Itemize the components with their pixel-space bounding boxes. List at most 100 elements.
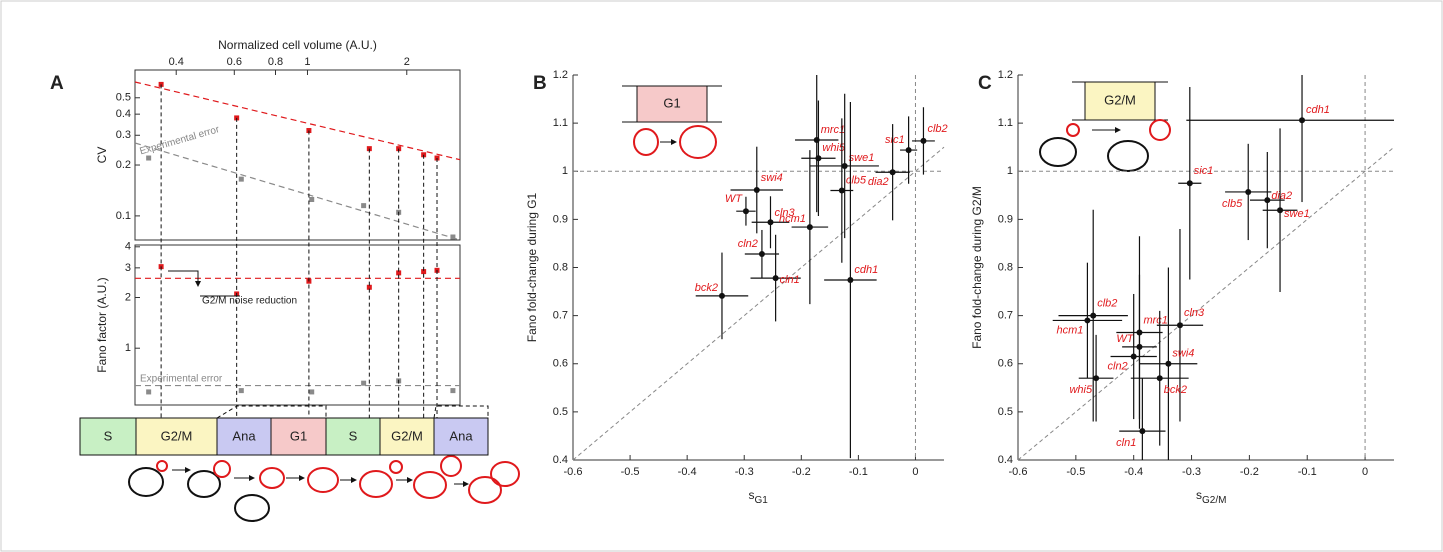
y-tick-label: 1: [125, 342, 131, 354]
inset-g2m: [1039, 81, 1171, 172]
point-label: clb5: [846, 174, 867, 186]
point-label: swi4: [761, 172, 783, 184]
data-point: [1156, 375, 1163, 382]
x-tick-label: -0.1: [1298, 466, 1317, 478]
y-tick-label: 0.1: [116, 210, 131, 222]
y-tick-label: 0.3: [116, 129, 131, 141]
point-label: dia2: [1271, 190, 1292, 202]
y-tick-label: 0.5: [998, 406, 1013, 418]
y-tick-label: 0.9: [553, 213, 568, 225]
data-point: [1277, 207, 1284, 214]
data-point: [366, 284, 372, 290]
x-tick-label: 1: [304, 56, 310, 68]
x-axis-label: sG1: [749, 488, 769, 505]
x-tick-label: -0.6: [1009, 466, 1028, 478]
data-point: [1084, 317, 1091, 324]
point-label: mrc1: [1143, 314, 1167, 326]
data-point: [450, 234, 456, 240]
data-point: [841, 162, 848, 169]
y-tick-label: 4: [125, 241, 131, 253]
inset-label: G1: [663, 95, 680, 110]
panel-letter: B: [533, 73, 547, 94]
y-tick-label: 1: [562, 165, 568, 177]
x-tick-label: 0: [912, 466, 918, 478]
panel-letter: C: [978, 73, 992, 94]
phase-label: G2/M: [391, 428, 423, 443]
fit-line: [134, 81, 461, 161]
plot-frame: [134, 69, 461, 241]
point-label: bck2: [695, 282, 718, 294]
y-tick-label: 0.4: [116, 108, 131, 120]
point-label: clb5: [1222, 198, 1243, 210]
y-tick-label: 0.6: [553, 358, 568, 370]
data-point: [753, 187, 760, 194]
y-tick-label: 3: [125, 262, 131, 274]
point-label: cln2: [1108, 360, 1128, 372]
annotation: G2/M noise reduction: [202, 296, 297, 307]
annotation: Experimental error: [140, 374, 223, 385]
phase-box: [270, 417, 327, 456]
point-label: cln2: [738, 238, 758, 250]
data-point: [361, 380, 367, 386]
phase-box: [433, 417, 489, 456]
y-tick-label: 0.5: [553, 406, 568, 418]
data-point: [1245, 188, 1252, 195]
y-tick-label: 0.6: [998, 358, 1013, 370]
x-axis-label: Normalized cell volume (A.U.): [218, 38, 377, 52]
x-tick-label: 0.6: [227, 56, 242, 68]
point-label: WT: [1116, 333, 1134, 345]
phase-label: S: [349, 428, 358, 443]
point-label: whi5: [1069, 384, 1093, 396]
y-tick-label: 1: [1007, 165, 1013, 177]
diagonal-line: [1017, 146, 1395, 461]
data-point: [309, 389, 315, 395]
data-point: [146, 389, 152, 395]
x-tick-label: -0.4: [678, 466, 697, 478]
data-point: [1130, 353, 1137, 360]
phase-bracket: [216, 405, 327, 419]
data-point: [396, 270, 402, 276]
phase-label: G2/M: [161, 428, 193, 443]
inset-label: G2/M: [1104, 92, 1136, 107]
x-axis-label: sG2/M: [1196, 488, 1226, 505]
data-point: [1264, 197, 1271, 204]
data-point: [767, 219, 774, 226]
data-point: [421, 269, 427, 275]
data-point: [905, 147, 912, 154]
data-point: [1090, 312, 1097, 319]
y-tick-label: 1.2: [998, 69, 1013, 81]
point-label: sic1: [1194, 165, 1214, 177]
point-label: dia2: [868, 176, 889, 188]
point-label: cln3: [1184, 307, 1205, 319]
y-axis-label: Fano factor (A.U.): [95, 277, 109, 372]
x-tick-label: -0.2: [792, 466, 811, 478]
point-label: clb2: [1097, 298, 1117, 310]
phase-bracket: [433, 405, 489, 419]
inset-g1: [622, 85, 722, 159]
y-tick-label: 0.8: [553, 261, 568, 273]
phase-label: Ana: [232, 428, 256, 443]
y-tick-label: 0.7: [553, 310, 568, 322]
point-label: hcm1: [1057, 324, 1084, 336]
data-point: [309, 197, 315, 203]
data-point: [920, 137, 927, 144]
y-tick-label: 0.7: [998, 310, 1013, 322]
x-tick-label: -0.4: [1124, 466, 1143, 478]
point-label: bck2: [1164, 384, 1187, 396]
data-point: [758, 251, 765, 258]
y-axis-label: CV: [95, 147, 109, 164]
x-axis-label-main: s: [1196, 488, 1202, 502]
cell-sequence: [128, 455, 520, 522]
y-tick-label: 0.9: [998, 213, 1013, 225]
data-point: [742, 208, 749, 215]
x-tick-label: -0.6: [564, 466, 583, 478]
point-label: mrc1: [821, 124, 845, 136]
point-label: sic1: [885, 134, 905, 146]
x-tick-label: 0.4: [169, 56, 184, 68]
point-label: swe1: [1284, 208, 1310, 220]
point-label: whi5: [822, 142, 846, 154]
data-point: [1165, 360, 1172, 367]
y-tick-label: 1.2: [553, 69, 568, 81]
diagonal-line: [572, 146, 945, 461]
